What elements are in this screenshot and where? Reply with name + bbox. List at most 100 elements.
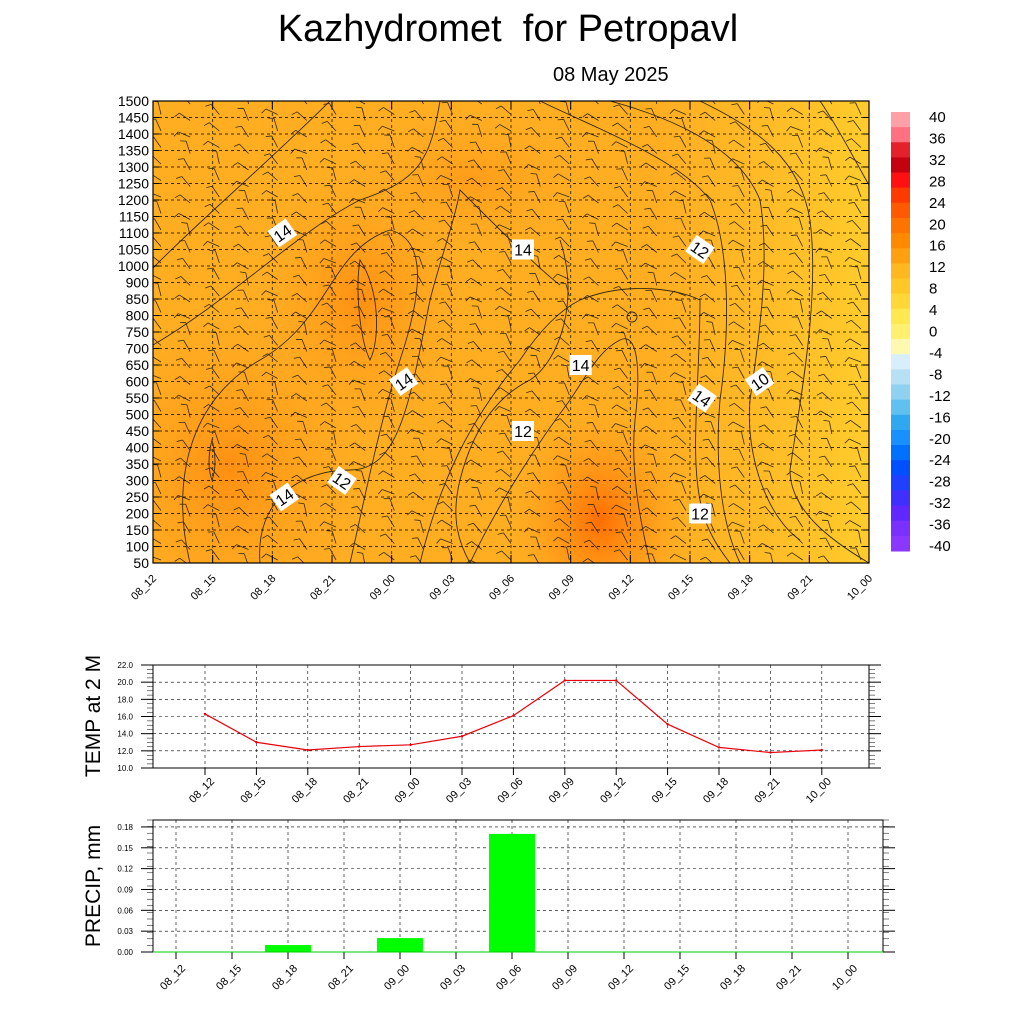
barb-staff bbox=[211, 367, 220, 379]
wind-barb bbox=[788, 89, 803, 98]
barb-flag bbox=[786, 389, 792, 395]
barb-staff bbox=[476, 223, 483, 237]
barb-staff bbox=[385, 533, 395, 544]
barb-flag bbox=[845, 501, 852, 506]
wind-barb bbox=[233, 243, 249, 253]
barb-flag bbox=[319, 158, 325, 163]
barb-flag bbox=[757, 101, 760, 103]
barb-staff bbox=[533, 554, 539, 563]
barb-staff bbox=[848, 357, 862, 363]
barb-staff bbox=[763, 342, 774, 352]
barb-staff bbox=[674, 190, 687, 198]
wind-barb bbox=[239, 271, 249, 286]
precip-y-tick-label: 0.15 bbox=[117, 844, 133, 853]
barb-flag bbox=[496, 187, 503, 191]
barb-staff bbox=[673, 472, 687, 478]
barb-staff bbox=[445, 119, 453, 132]
wind-barb bbox=[788, 252, 803, 264]
barb-staff bbox=[706, 456, 716, 468]
barb-flag bbox=[786, 370, 793, 375]
barb-staff bbox=[440, 438, 453, 445]
barb-flag bbox=[319, 421, 325, 426]
wind-barb bbox=[320, 402, 337, 412]
barb-staff bbox=[558, 92, 570, 98]
colorbar-tick-label: 32 bbox=[929, 152, 946, 169]
barb-flag bbox=[788, 89, 793, 92]
wind-barb bbox=[408, 210, 424, 220]
wind-barb bbox=[291, 211, 308, 220]
barb-staff bbox=[507, 497, 512, 511]
barb-staff bbox=[417, 356, 424, 369]
barb-staff bbox=[823, 192, 833, 204]
wind-barb bbox=[791, 316, 804, 330]
barb-staff bbox=[499, 305, 512, 313]
wind-barb bbox=[818, 455, 833, 468]
barb-flag bbox=[321, 120, 328, 124]
wind-barb bbox=[645, 108, 658, 121]
barb-flag bbox=[497, 88, 503, 90]
colorbar-segment bbox=[891, 460, 910, 476]
barb-staff bbox=[476, 405, 483, 418]
barb-flag bbox=[786, 470, 792, 476]
contour-line bbox=[182, 229, 418, 563]
y-tick-label: 1000 bbox=[118, 258, 149, 274]
wind-barb bbox=[758, 424, 774, 435]
wind-barb bbox=[582, 194, 599, 204]
wind-barb bbox=[852, 85, 861, 98]
contour-label-bg bbox=[267, 218, 298, 248]
barb-flag bbox=[207, 267, 214, 270]
barb-staff bbox=[822, 473, 833, 484]
barb-flag bbox=[815, 247, 820, 253]
barb-flag bbox=[205, 104, 212, 107]
wind-barb bbox=[326, 86, 336, 98]
barb-staff bbox=[414, 473, 424, 484]
wind-barb bbox=[296, 157, 308, 171]
wind-barb bbox=[829, 101, 833, 105]
barb-staff bbox=[412, 491, 424, 501]
barb-flag bbox=[378, 470, 384, 475]
barb-flag bbox=[552, 192, 558, 198]
wind-barb bbox=[552, 273, 570, 280]
barb-flag bbox=[613, 104, 620, 108]
barb-staff bbox=[357, 324, 366, 336]
barb-staff bbox=[617, 122, 628, 132]
barb-flag bbox=[436, 538, 441, 544]
barb-staff bbox=[732, 239, 745, 247]
barb-staff bbox=[207, 504, 220, 511]
barb-flag bbox=[407, 228, 413, 233]
wind-barb bbox=[413, 437, 424, 451]
barb-flag bbox=[584, 176, 590, 180]
wind-barb bbox=[153, 193, 162, 198]
colorbar-tick-label: -8 bbox=[929, 366, 942, 383]
wind-barb bbox=[466, 541, 483, 550]
barb-staff bbox=[270, 416, 278, 429]
barb-flag bbox=[786, 189, 793, 193]
barb-staff bbox=[703, 493, 716, 501]
wind-barb bbox=[552, 192, 570, 198]
barb-staff bbox=[274, 200, 279, 214]
barb-flag bbox=[203, 122, 210, 126]
barb-staff bbox=[153, 318, 162, 330]
barb-staff bbox=[238, 243, 249, 253]
barb-flag bbox=[552, 455, 558, 461]
precip-x-tick-label: 10_00 bbox=[830, 963, 860, 993]
barb-staff bbox=[507, 316, 512, 330]
barb-staff bbox=[329, 185, 337, 198]
barb-staff bbox=[389, 316, 395, 330]
barb-staff bbox=[418, 438, 424, 451]
barb-flag bbox=[436, 438, 442, 443]
barb-flag bbox=[436, 338, 443, 343]
barb-flag bbox=[582, 213, 588, 219]
wind-barb bbox=[471, 305, 483, 319]
wind-barb bbox=[670, 272, 687, 280]
wind-barb bbox=[612, 204, 628, 214]
wind-barb bbox=[436, 175, 453, 181]
barb-flag bbox=[818, 274, 826, 277]
wind-barb bbox=[232, 180, 249, 187]
barb-staff bbox=[244, 190, 249, 204]
wind-barb bbox=[297, 239, 308, 253]
barb-flag bbox=[414, 337, 421, 340]
barb-flag bbox=[583, 458, 589, 462]
wind-barb bbox=[496, 269, 512, 280]
